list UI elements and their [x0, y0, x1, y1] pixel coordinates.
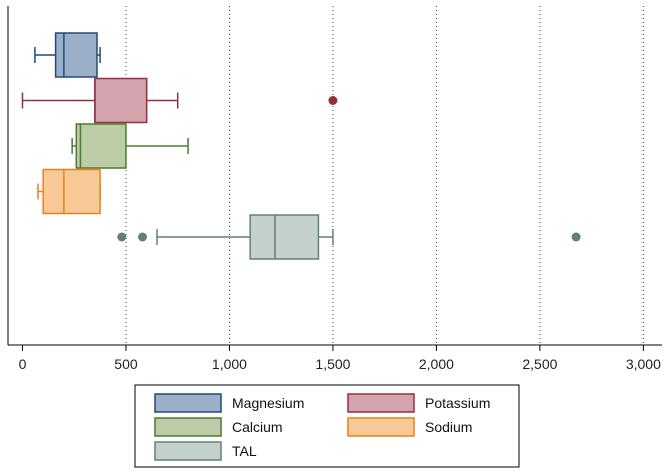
legend-swatch-potassium	[347, 393, 415, 413]
box-iqr	[54, 32, 98, 78]
legend-label-magnesium: Magnesium	[232, 395, 304, 411]
legend-swatch-calcium	[154, 417, 222, 437]
box-potassium	[21, 77, 338, 124]
outlier-point	[571, 232, 581, 242]
legend-label-calcium: Calcium	[232, 419, 283, 435]
box-iqr	[75, 123, 127, 169]
box-tal	[117, 214, 581, 260]
box-calcium	[71, 123, 189, 169]
box-iqr	[42, 168, 101, 215]
x-tick-label: 500	[114, 356, 138, 372]
outlier-point	[328, 96, 338, 105]
x-axis-ticks: 0 500 1,000 1,500 2,000 2,500 3,000	[19, 345, 661, 372]
outlier-point	[117, 232, 127, 242]
legend-swatch-magnesium	[154, 393, 222, 413]
legend-swatch-sodium	[347, 417, 415, 437]
legend: Magnesium Potassium Calcium Sodium TAL	[134, 384, 520, 468]
legend-label-potassium: Potassium	[425, 395, 490, 411]
box-sodium	[37, 168, 101, 215]
legend-label-sodium: Sodium	[425, 419, 472, 435]
x-tick-label: 1,000	[212, 356, 247, 372]
box-iqr	[94, 77, 148, 124]
box-series	[21, 32, 581, 260]
box-magnesium	[34, 32, 101, 78]
x-tick-label: 0	[19, 356, 27, 372]
x-tick-label: 2,000	[419, 356, 454, 372]
x-tick-label: 1,500	[315, 356, 350, 372]
x-tick-label: 2,500	[522, 356, 557, 372]
x-tick-label: 3,000	[626, 356, 661, 372]
legend-label-tal: TAL	[232, 443, 257, 459]
box-iqr	[249, 214, 320, 260]
grid-lines	[125, 6, 644, 345]
legend-swatch-tal	[154, 441, 222, 461]
outlier-point	[138, 232, 148, 242]
